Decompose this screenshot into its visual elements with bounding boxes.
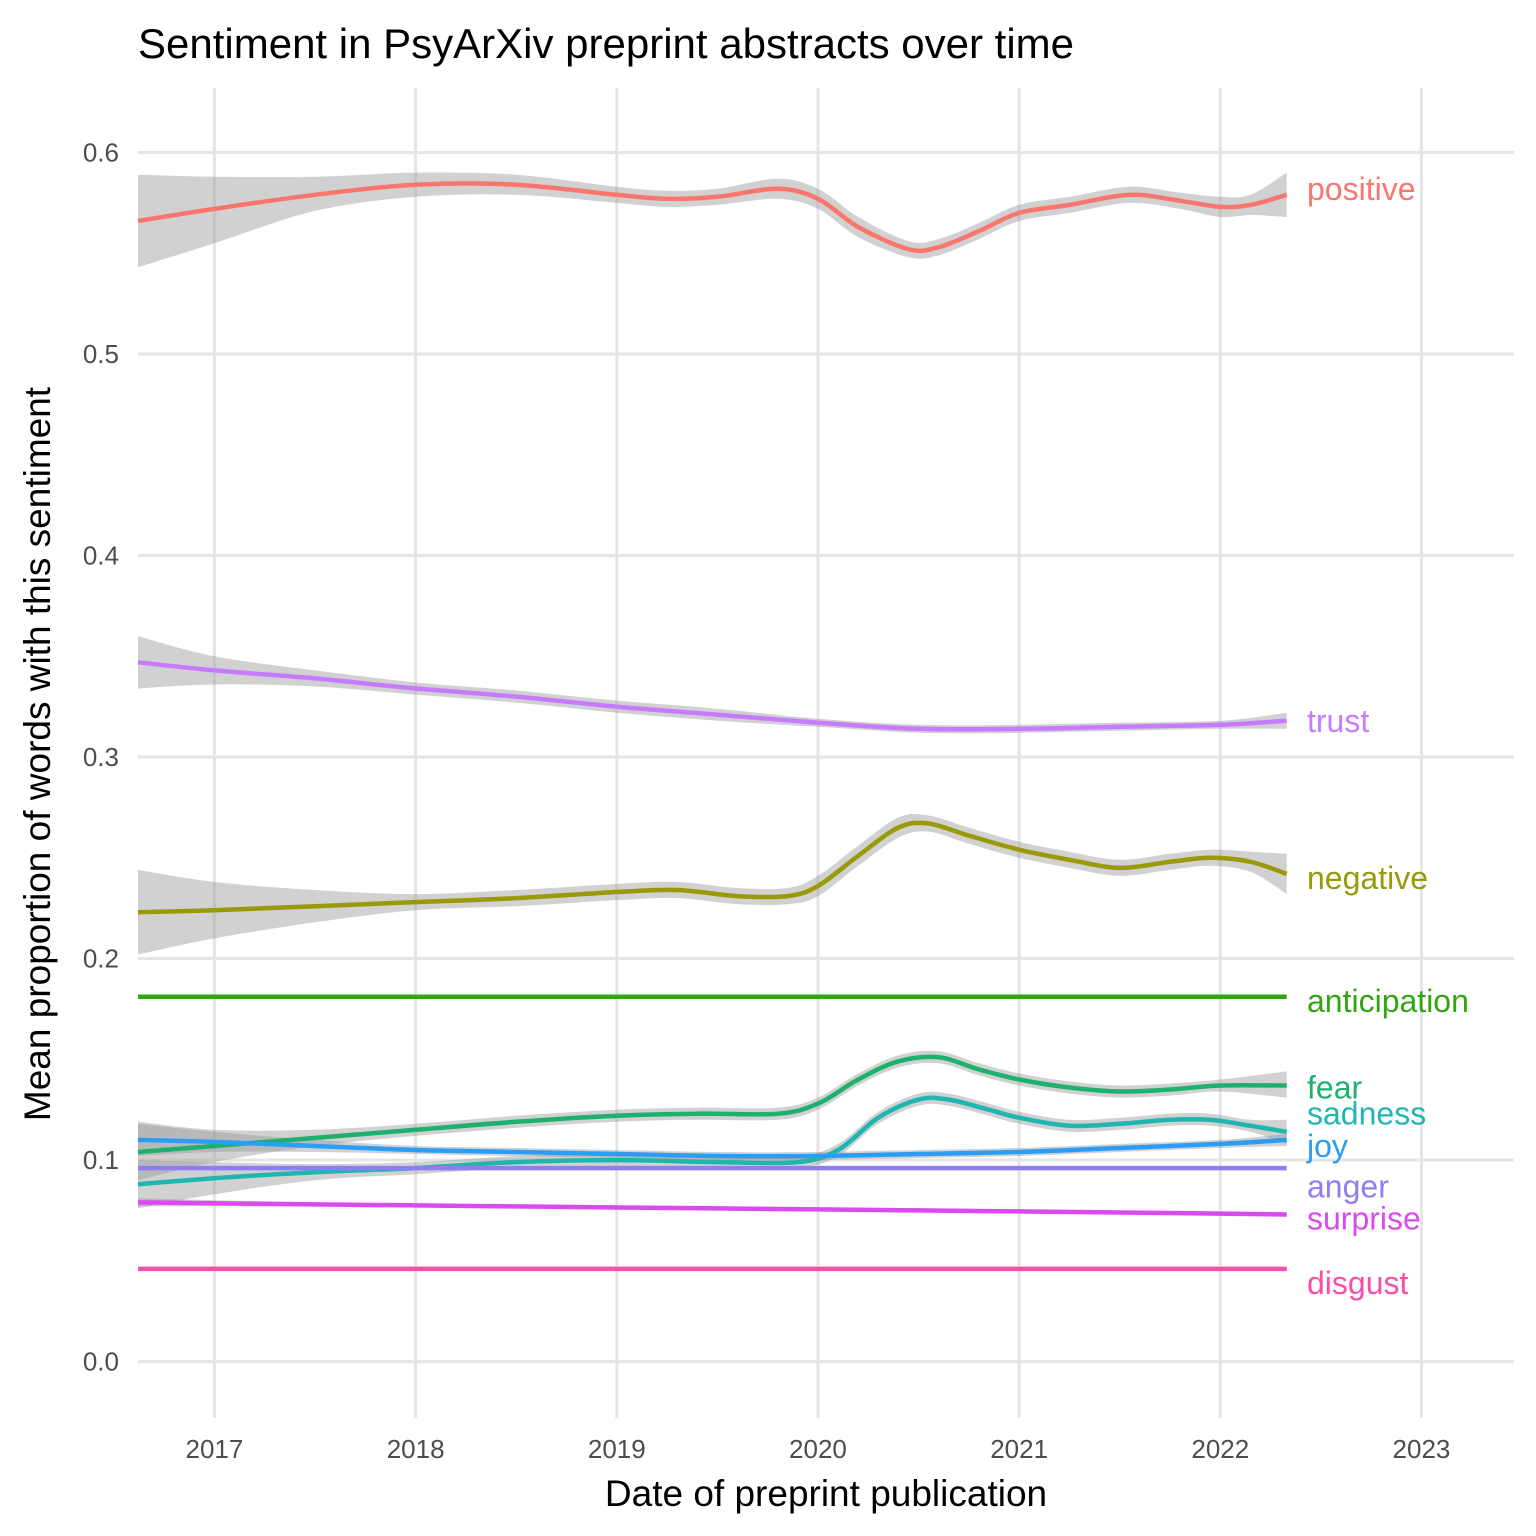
anger-series-label: anger bbox=[1307, 1168, 1389, 1204]
positive-series-label: positive bbox=[1307, 171, 1416, 207]
y-tick-label-0-6: 0.6 bbox=[83, 137, 119, 167]
fear-series-line bbox=[137, 1054, 1287, 1155]
trust-series-label: trust bbox=[1307, 703, 1369, 739]
disgust-series-label: disgust bbox=[1307, 1265, 1409, 1301]
x-axis-tick-labels: 2017 2018 2019 2020 2021 2022 2023 bbox=[186, 1434, 1451, 1464]
x-tick-label-2018: 2018 bbox=[387, 1434, 445, 1464]
y-tick-label-0-4: 0.4 bbox=[83, 541, 119, 571]
fear-series-label: fear bbox=[1307, 1070, 1362, 1106]
joy-series-line bbox=[137, 1137, 1287, 1159]
y-tick-label-0-2: 0.2 bbox=[83, 944, 119, 974]
y-tick-label-0-5: 0.5 bbox=[83, 339, 119, 369]
x-tick-label-2021: 2021 bbox=[990, 1434, 1048, 1464]
negative-series-line bbox=[137, 820, 1288, 915]
y-axis-tick-labels: 0.0 0.1 0.2 0.3 0.4 0.5 0.6 bbox=[83, 137, 119, 1376]
surprise-series-label: surprise bbox=[1307, 1201, 1421, 1237]
confidence-bands bbox=[138, 172, 1287, 1217]
positive-confidence-band bbox=[138, 172, 1287, 268]
x-tick-label-2022: 2022 bbox=[1191, 1434, 1249, 1464]
x-tick-label-2020: 2020 bbox=[789, 1434, 847, 1464]
y-axis-title: Mean proportion of words with this senti… bbox=[17, 386, 58, 1121]
anticipation-series-label: anticipation bbox=[1307, 983, 1469, 1019]
sadness-series-label: sadness bbox=[1307, 1096, 1426, 1132]
series-lines bbox=[137, 181, 1288, 1272]
surprise-series-line bbox=[137, 1200, 1287, 1217]
negative-confidence-band bbox=[138, 813, 1287, 955]
x-tick-label-2017: 2017 bbox=[186, 1434, 244, 1464]
y-tick-label-0-1: 0.1 bbox=[83, 1145, 119, 1175]
y-tick-label-0-3: 0.3 bbox=[83, 742, 119, 772]
trust-confidence-band bbox=[138, 636, 1287, 734]
series-labels: positive trust negative anticipation fearsad… bbox=[1306, 171, 1469, 1301]
joy-series-label: joy bbox=[1306, 1128, 1348, 1164]
negative-series-label: negative bbox=[1307, 860, 1428, 896]
x-tick-label-2019: 2019 bbox=[588, 1434, 646, 1464]
gridlines bbox=[138, 88, 1514, 1418]
x-axis-title: Date of preprint publication bbox=[605, 1473, 1047, 1514]
y-tick-label-0-0: 0.0 bbox=[83, 1347, 119, 1377]
chart-title: Sentiment in PsyArXiv preprint abstracts… bbox=[138, 20, 1074, 67]
positive-series-line bbox=[137, 181, 1288, 254]
x-tick-label-2023: 2023 bbox=[1393, 1434, 1451, 1464]
trust-series-line bbox=[137, 660, 1287, 732]
